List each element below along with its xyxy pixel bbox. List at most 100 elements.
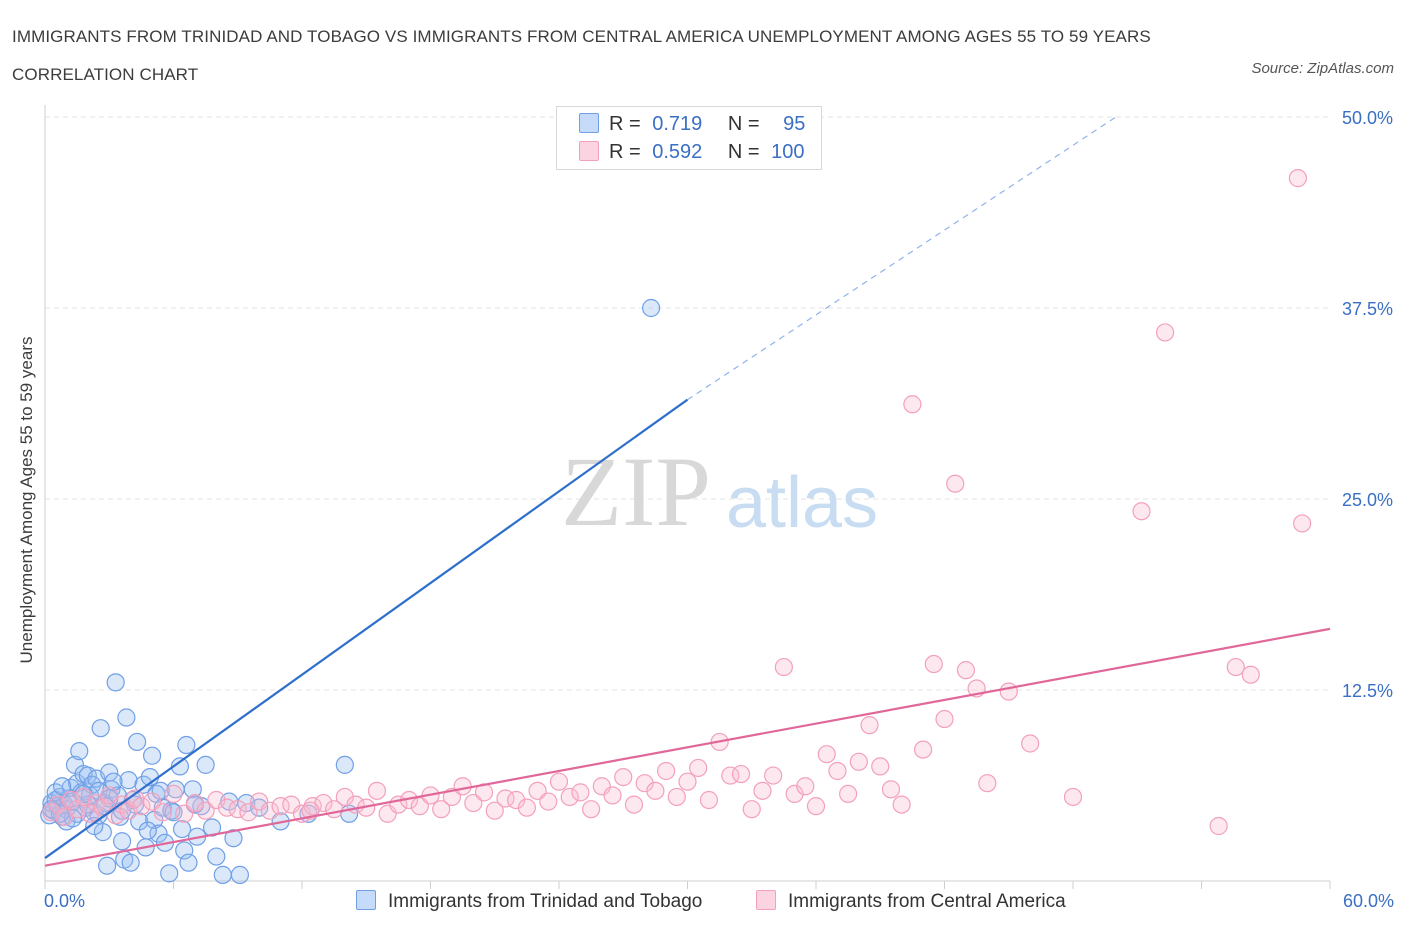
watermark-zip: ZIP: [561, 436, 711, 547]
legend-swatch-pink: [756, 890, 776, 910]
point-trinidad-tobago: [98, 856, 117, 875]
point-central-america: [260, 801, 279, 820]
point-central-america: [839, 784, 858, 804]
point-central-america: [1063, 787, 1083, 807]
point-central-america: [860, 716, 879, 735]
point-central-america: [731, 764, 751, 784]
point-central-america: [432, 800, 451, 819]
point-central-america: [796, 777, 815, 796]
y-tick-label: 25.0%: [1342, 490, 1393, 510]
point-trinidad-tobago: [641, 298, 661, 318]
point-trinidad-tobago: [149, 824, 168, 843]
point-central-america: [1241, 665, 1260, 684]
legend-row-trinidad: R = 0.719 N = 95: [579, 113, 805, 137]
point-trinidad-tobago: [142, 746, 162, 765]
y-tick-labels: 12.5% 25.0% 37.5% 50.0%: [1342, 108, 1393, 701]
point-central-america: [571, 783, 590, 802]
point-central-america: [132, 797, 151, 816]
point-trinidad-tobago: [91, 719, 110, 738]
point-central-america: [753, 781, 772, 800]
point-trinidad-tobago: [230, 865, 249, 884]
point-central-america: [956, 661, 976, 680]
point-central-america: [935, 709, 954, 729]
point-trinidad-tobago: [112, 832, 132, 851]
point-central-america: [175, 804, 194, 823]
point-trinidad-tobago: [170, 757, 190, 776]
axes: [44, 105, 1331, 889]
legend-swatch-blue: [356, 890, 376, 910]
point-central-america: [828, 761, 847, 781]
point-central-america: [656, 761, 676, 781]
trend-lines: [44, 116, 1331, 867]
point-central-america: [742, 800, 761, 819]
series-central-america: [42, 169, 1312, 836]
legend-series: Immigrants from Trinidad and Tobago Immi…: [0, 890, 1406, 916]
point-trinidad-tobago: [121, 853, 140, 872]
point-central-america: [892, 795, 911, 814]
point-central-america: [1288, 169, 1307, 188]
point-central-america: [1226, 657, 1245, 677]
legend-n-value: 95: [783, 113, 806, 135]
y-tick-label: 37.5%: [1342, 299, 1393, 319]
grid-lines: [45, 116, 1330, 691]
point-central-america: [528, 781, 547, 800]
point-trinidad-tobago: [335, 755, 354, 774]
point-central-america: [1021, 734, 1040, 753]
point-central-america: [100, 786, 119, 805]
y-axis-label-box: Unemployment Among Ages 55 to 59 years: [12, 300, 42, 700]
source-label: Source: ZipAtlas.com: [1251, 60, 1394, 77]
point-central-america: [689, 758, 708, 778]
point-trinidad-tobago: [119, 771, 138, 790]
legend-item-central-america: Immigrants from Central America: [756, 890, 1066, 913]
legend-swatch-blue: [579, 113, 599, 133]
legend-n-label: N =: [727, 141, 760, 163]
legend-n-value: 100: [771, 141, 805, 163]
point-central-america: [453, 777, 472, 796]
watermark-atlas: atlas: [726, 463, 878, 543]
point-trinidad-tobago: [70, 742, 89, 761]
trend-line-trinidad-tobago-extension: [687, 116, 1117, 401]
point-trinidad-tobago: [177, 735, 196, 755]
point-central-america: [549, 772, 569, 791]
point-central-america: [153, 803, 172, 822]
legend-label-central-america: Immigrants from Central America: [788, 891, 1066, 912]
point-central-america: [517, 798, 536, 817]
point-central-america: [913, 740, 933, 759]
point-central-america: [367, 781, 387, 800]
point-trinidad-tobago: [127, 732, 147, 752]
legend-label-trinidad: Immigrants from Trinidad and Tobago: [388, 891, 703, 912]
x-tick-label-min: 0.0%: [44, 891, 86, 911]
point-central-america: [806, 797, 826, 816]
y-tick-label: 12.5%: [1342, 681, 1393, 701]
point-trinidad-tobago: [104, 772, 123, 791]
point-central-america: [125, 789, 145, 808]
point-trinidad-tobago: [213, 865, 232, 884]
point-trinidad-tobago: [224, 829, 243, 848]
point-trinidad-tobago: [138, 821, 157, 840]
point-trinidad-tobago: [134, 775, 153, 794]
point-central-america: [978, 774, 997, 793]
point-central-america: [582, 800, 601, 819]
trend-line-trinidad-tobago: [44, 398, 689, 859]
point-central-america: [871, 757, 890, 776]
point-central-america: [1209, 816, 1228, 836]
legend-stats: R = 0.719 N = 95 R = 0.592 N = 100: [556, 106, 822, 170]
point-central-america: [539, 792, 558, 811]
point-central-america: [239, 803, 258, 822]
point-central-america: [442, 787, 462, 807]
point-central-america: [1155, 323, 1175, 342]
y-axis-label: Unemployment Among Ages 55 to 59 years: [17, 336, 36, 664]
x-tick-label-max: 60.0%: [1342, 891, 1394, 911]
legend-r-value: 0.592: [652, 141, 703, 163]
point-central-america: [699, 790, 719, 810]
point-central-america: [817, 745, 836, 764]
point-central-america: [903, 395, 922, 414]
point-trinidad-tobago: [117, 708, 136, 727]
trend-line-central-america: [44, 627, 1331, 867]
point-central-america: [678, 772, 697, 791]
point-trinidad-tobago: [183, 780, 202, 799]
point-central-america: [560, 787, 579, 807]
point-trinidad-tobago: [53, 777, 72, 796]
legend-n-label: N =: [727, 113, 760, 135]
